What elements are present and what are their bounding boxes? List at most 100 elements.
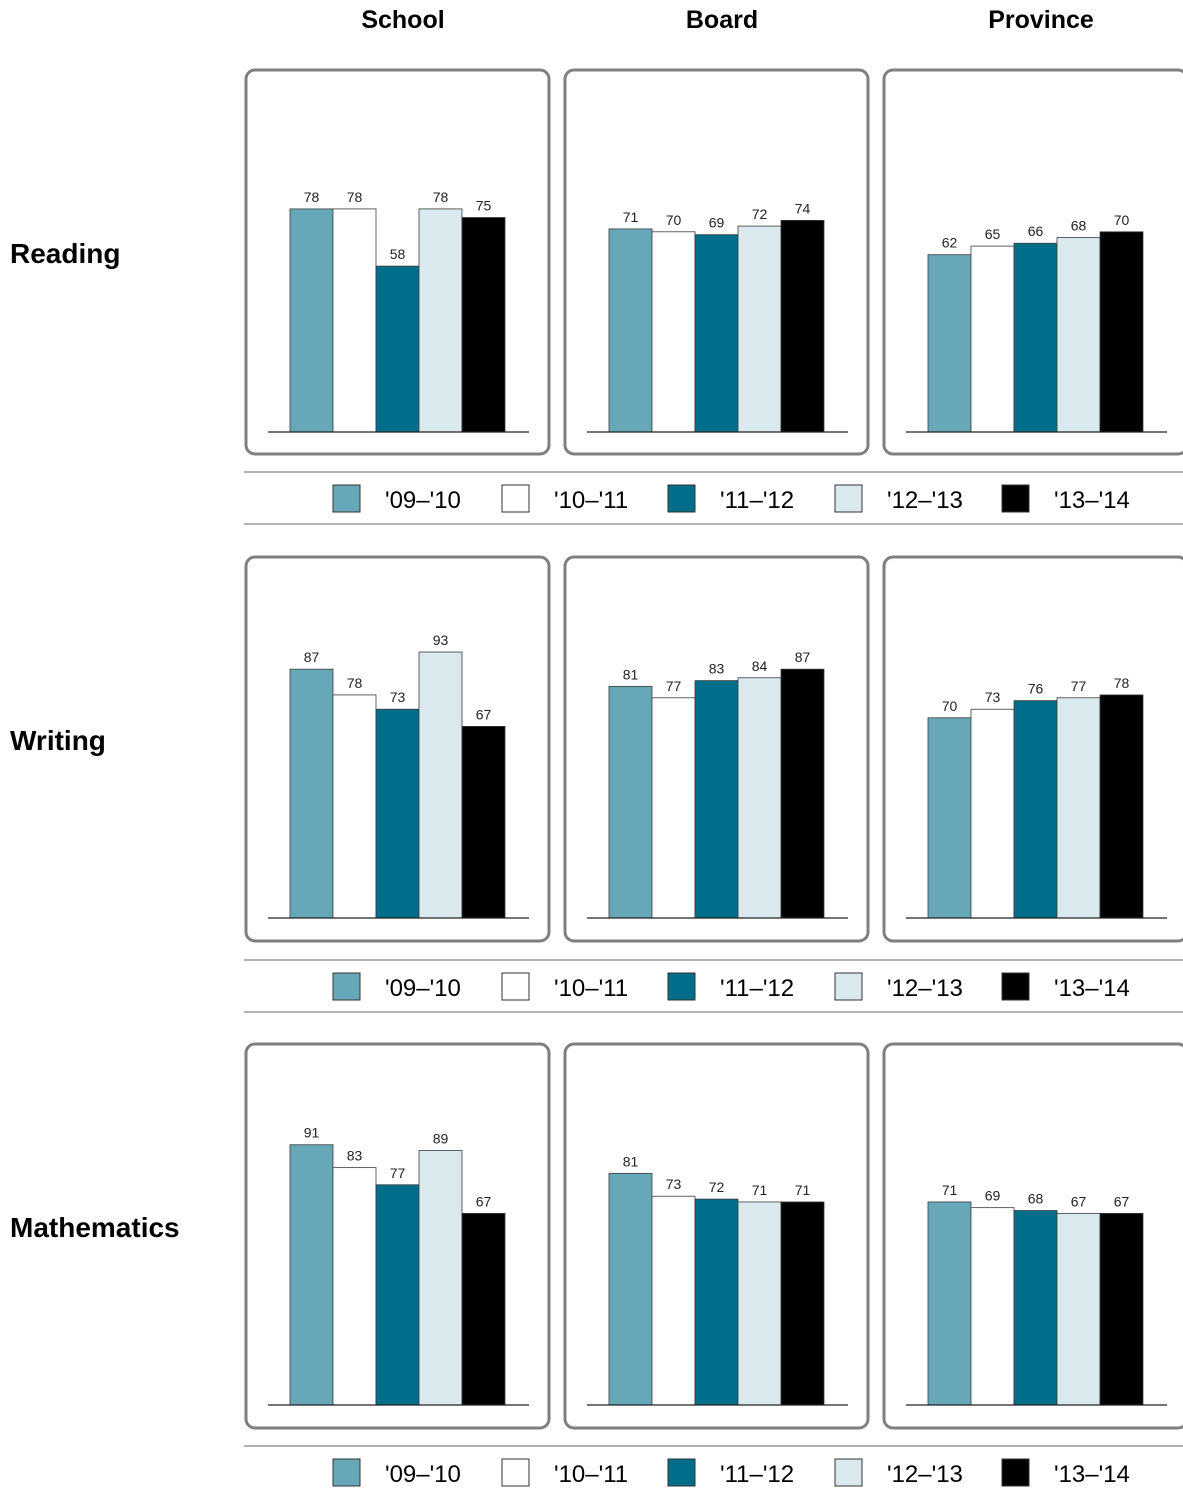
bar-09-10 — [289, 1144, 334, 1406]
bar-09-10 — [927, 254, 972, 433]
bar-11-12 — [1013, 700, 1058, 919]
bar-12-13 — [737, 225, 782, 433]
legend-swatch-13-14 — [1001, 1458, 1030, 1487]
bar-09-10 — [608, 685, 653, 919]
bar-09-10 — [927, 717, 972, 919]
legend-label-11-12: '11–'12 — [720, 1461, 794, 1488]
bar-10-11 — [970, 1207, 1015, 1406]
legend-label-13-14: '13–'14 — [1054, 975, 1130, 1002]
bar-13-14 — [780, 668, 825, 919]
bar-12-13 — [418, 208, 463, 433]
data-label-09-10: 81 — [623, 666, 639, 682]
chart-mathematics-board: 81 73 72 71 71 — [563, 1042, 870, 1430]
bar-10-11 — [651, 1195, 696, 1406]
bar-13-14 — [461, 217, 506, 433]
data-label-09-10: 81 — [623, 1153, 639, 1169]
bar-11-12 — [694, 234, 739, 433]
row-label-mathematics: Mathematics — [10, 1212, 180, 1243]
bar-09-10 — [608, 228, 653, 433]
bar-12-13 — [418, 1150, 463, 1406]
bar-10-11 — [332, 1167, 377, 1406]
legend-writing: '09–'10 '10–'11 '11–'12 '12–'13 '13–'14 — [244, 959, 1183, 1013]
bar-09-10 — [289, 668, 334, 919]
data-label-13-14: 78 — [1114, 675, 1130, 691]
legend-label-13-14: '13–'14 — [1054, 1461, 1130, 1488]
legend-swatch-10-11 — [501, 1458, 530, 1487]
bar-13-14 — [461, 725, 506, 919]
chart-reading-school: 78 78 58 78 75 — [244, 68, 551, 456]
bar-10-11 — [332, 694, 377, 919]
data-label-13-14: 71 — [795, 1182, 811, 1198]
bar-13-14 — [780, 219, 825, 433]
data-label-10-11: 77 — [666, 678, 682, 694]
bar-09-10 — [927, 1201, 972, 1406]
data-label-12-13: 68 — [1071, 218, 1087, 234]
bar-11-12 — [375, 1184, 420, 1406]
data-label-10-11: 69 — [985, 1188, 1001, 1204]
data-label-11-12: 68 — [1028, 1191, 1044, 1207]
legend-label-13-14: '13–'14 — [1054, 487, 1130, 514]
legend-mathematics: '09–'10 '10–'11 '11–'12 '12–'13 '13–'14 — [244, 1445, 1183, 1488]
data-label-10-11: 73 — [985, 689, 1001, 705]
legend-swatch-09-10 — [332, 484, 361, 513]
data-label-13-14: 67 — [476, 1193, 492, 1209]
data-label-12-13: 67 — [1071, 1193, 1087, 1209]
data-label-13-14: 87 — [795, 649, 811, 665]
column-header-school: School — [361, 6, 444, 34]
data-label-11-12: 73 — [390, 689, 406, 705]
data-label-12-13: 72 — [752, 206, 768, 222]
legend-swatch-11-12 — [667, 484, 696, 513]
bar-09-10 — [289, 208, 334, 433]
bar-12-13 — [737, 677, 782, 919]
data-label-12-13: 84 — [752, 658, 768, 674]
legend-swatch-09-10 — [332, 972, 361, 1001]
bar-09-10 — [608, 1172, 653, 1406]
bar-13-14 — [1099, 231, 1144, 433]
bar-10-11 — [970, 245, 1015, 433]
legend-label-11-12: '11–'12 — [720, 487, 794, 514]
data-label-12-13: 78 — [433, 189, 449, 205]
legend-swatch-12-13 — [834, 972, 863, 1001]
data-label-13-14: 67 — [476, 706, 492, 722]
data-label-13-14: 67 — [1114, 1193, 1130, 1209]
legend-label-10-11: '10–'11 — [554, 1461, 628, 1488]
legend-label-09-10: '09–'10 — [385, 1461, 461, 1488]
chart-writing-school: 87 78 73 93 67 — [244, 555, 551, 943]
column-header-board: Board — [686, 6, 758, 34]
data-label-10-11: 83 — [347, 1148, 363, 1164]
row-label-writing: Writing — [10, 725, 106, 756]
data-label-11-12: 76 — [1028, 681, 1044, 697]
chart-mathematics-school: 91 83 77 89 67 — [244, 1042, 551, 1430]
data-label-12-13: 89 — [433, 1130, 449, 1146]
data-label-09-10: 70 — [942, 698, 958, 714]
data-label-10-11: 65 — [985, 226, 1001, 242]
data-label-13-14: 70 — [1114, 212, 1130, 228]
legend-label-10-11: '10–'11 — [554, 975, 628, 1002]
legend-swatch-11-12 — [667, 972, 696, 1001]
legend-reading: '09–'10 '10–'11 '11–'12 '12–'13 '13–'14 — [244, 471, 1183, 525]
bar-11-12 — [1013, 1210, 1058, 1406]
data-label-11-12: 83 — [709, 661, 725, 677]
data-label-11-12: 58 — [390, 246, 406, 262]
bar-13-14 — [461, 1212, 506, 1406]
bar-13-14 — [1099, 694, 1144, 919]
bar-11-12 — [694, 1198, 739, 1406]
bar-12-13 — [737, 1201, 782, 1406]
bar-12-13 — [418, 651, 463, 919]
bar-10-11 — [651, 231, 696, 433]
data-label-10-11: 70 — [666, 212, 682, 228]
data-label-09-10: 71 — [942, 1182, 958, 1198]
data-label-11-12: 69 — [709, 215, 725, 231]
data-label-12-13: 71 — [752, 1182, 768, 1198]
subject-row-mathematics: Mathematics 91 83 77 89 67 81 73 72 71 71 71 69 68 67 6… — [10, 1042, 1183, 1488]
chart-reading-province: 62 65 66 68 70 — [882, 68, 1183, 456]
bar-13-14 — [780, 1201, 825, 1406]
data-label-09-10: 71 — [623, 209, 639, 225]
bar-10-11 — [332, 208, 377, 433]
legend-swatch-13-14 — [1001, 972, 1030, 1001]
legend-label-11-12: '11–'12 — [720, 975, 794, 1002]
legend-label-09-10: '09–'10 — [385, 975, 461, 1002]
legend-label-10-11: '10–'11 — [554, 487, 628, 514]
subject-row-reading: Reading 78 78 58 78 75 71 70 69 72 74 62 65 66 68 70 '09… — [10, 68, 1183, 525]
legend-label-12-13: '12–'13 — [887, 975, 963, 1002]
